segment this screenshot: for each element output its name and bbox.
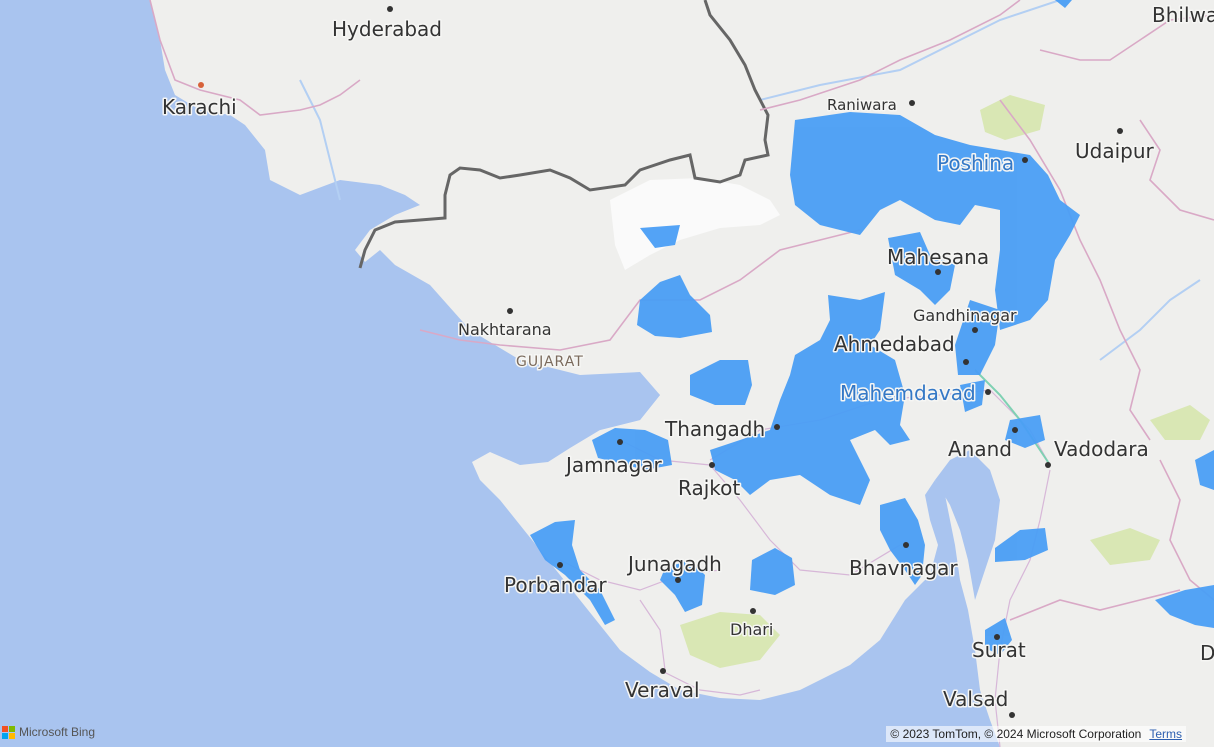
city-label-mahesana: Mahesana: [887, 245, 989, 269]
river-3: [299, 79, 341, 201]
park-east: [1090, 528, 1160, 565]
city-label-bhavnagar: Bhavnagar: [849, 556, 958, 580]
city-label-karachi: Karachi: [162, 95, 237, 119]
map-attribution: © 2023 TomTom, © 2024 Microsoft Corporat…: [886, 726, 1186, 742]
city-label-veraval: Veraval: [625, 678, 700, 702]
coverage-overlay: [530, 0, 1214, 655]
city-label-hyderabad: Hyderabad: [332, 17, 442, 41]
city-label-mahemdavad: Mahemdavad: [840, 381, 976, 405]
city-label-ahmedabad: Ahmedabad: [834, 332, 955, 356]
region-label-gujarat: GUJARAT: [516, 354, 584, 370]
city-label-junagadh: Junagadh: [626, 552, 722, 576]
microsoft-bing-logo[interactable]: Microsoft Bing: [2, 725, 95, 739]
city-label-poshina: Poshina: [937, 151, 1014, 175]
city-label-udaipur: Udaipur: [1075, 139, 1155, 163]
park-east2: [1150, 405, 1210, 440]
city-label-vadodara: Vadodara: [1054, 437, 1149, 461]
microsoft-logo-icon: [2, 725, 15, 739]
city-label-nakhtarana: Nakhtarana: [458, 320, 552, 339]
gulf-of-kutch: [395, 265, 660, 440]
gulf-of-khambhat: [935, 450, 1000, 600]
city-label-raniwara: Raniwara: [827, 96, 897, 114]
river-1: [759, 0, 1061, 101]
city-dots: [198, 6, 1123, 718]
city-label-edge-d: D: [1200, 641, 1214, 665]
copyright-text: © 2023 TomTom, © 2024 Microsoft Corporat…: [890, 727, 1142, 741]
city-label-surat: Surat: [972, 638, 1026, 662]
city-label-rajkot: Rajkot: [678, 476, 740, 500]
river-2: [1099, 279, 1201, 361]
park-gir: [680, 612, 780, 668]
international-border: [358, 0, 770, 269]
city-label-jamnagar: Jamnagar: [564, 453, 663, 477]
city-label-gandhinagar: Gandhinagar: [913, 306, 1017, 325]
city-label-thangadh: Thangadh: [664, 417, 765, 441]
terms-link[interactable]: Terms: [1149, 727, 1182, 741]
rann-area: [610, 178, 780, 270]
city-label-dhari: Dhari: [730, 620, 773, 639]
city-label-anand: Anand: [948, 437, 1012, 461]
city-label-porbandar: Porbandar: [504, 573, 607, 597]
logo-label: Microsoft Bing: [19, 725, 96, 739]
city-label-bhilwara: Bhilwa: [1152, 3, 1214, 27]
city-label-valsad: Valsad: [943, 687, 1008, 711]
